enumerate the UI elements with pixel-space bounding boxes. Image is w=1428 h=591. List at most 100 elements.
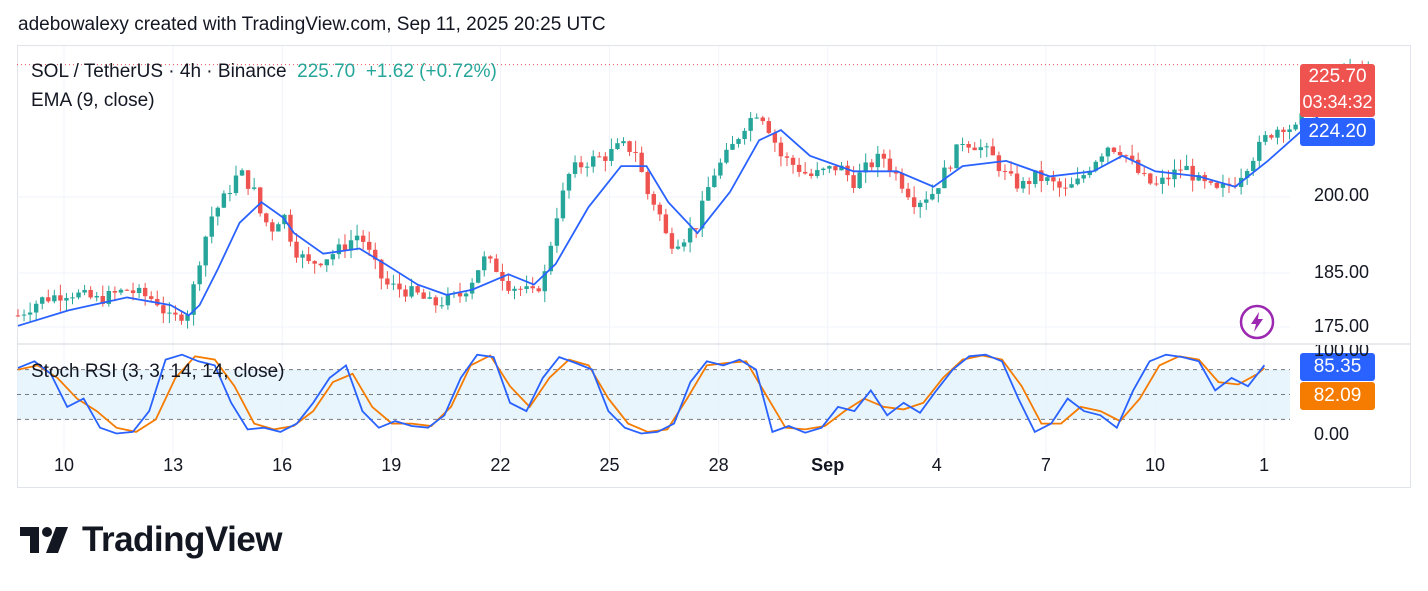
symbol-name: SOL / TetherUS · 4h · Binance (31, 61, 287, 82)
candle-body (954, 144, 959, 169)
candle-body (1293, 124, 1298, 130)
candle-body (681, 242, 687, 247)
candle-body (754, 117, 759, 119)
candle-body (1087, 170, 1092, 176)
candle-body (1105, 147, 1111, 157)
candle-body (802, 171, 808, 174)
candle-body (591, 156, 596, 167)
candle-body (409, 286, 414, 297)
candle-body (1117, 151, 1123, 156)
candle-body (239, 170, 245, 176)
candle-body (669, 233, 675, 249)
candle-body (536, 288, 541, 292)
ema-legend: EMA (9, close) (31, 90, 155, 111)
chart-frame (17, 45, 1411, 488)
candle-body (633, 151, 638, 153)
candle-body (106, 290, 112, 304)
candle-body (209, 216, 214, 237)
candle-body (58, 295, 63, 301)
lightning-icon[interactable] (1239, 304, 1275, 340)
candle-body (1142, 172, 1147, 174)
candle-body (1220, 183, 1226, 188)
candle-body (391, 283, 396, 285)
candle-body (403, 289, 408, 297)
candle-body (530, 286, 535, 289)
candle-body (542, 271, 547, 292)
candle-body (46, 297, 51, 302)
candle-body (1020, 181, 1026, 189)
candle-body (342, 244, 348, 251)
candle-body (748, 118, 753, 131)
y-tick-label: 185.00 (1314, 262, 1370, 282)
candle-body (560, 190, 566, 219)
candle-body (1178, 169, 1183, 171)
candle-body (609, 148, 614, 161)
last-price-tag: 225.70 03:34:32 (1300, 64, 1375, 117)
candle-body (1099, 156, 1105, 162)
candle-body (1154, 183, 1159, 185)
stoch-k-tag: 85.35 (1300, 353, 1375, 381)
candle-body (790, 157, 796, 165)
candle-body (639, 152, 644, 173)
candle-body (784, 156, 790, 158)
candle-body (1057, 181, 1062, 188)
candle-body (130, 290, 136, 294)
candle-body (1214, 182, 1220, 188)
candle-body (373, 249, 378, 260)
candle-body (615, 143, 620, 149)
candle-body (572, 162, 578, 174)
candle-body (1075, 178, 1080, 185)
candle-body (82, 289, 87, 293)
candle-body (27, 312, 33, 315)
candle-body (621, 141, 626, 144)
candle-body (1045, 177, 1050, 182)
candle-body (827, 166, 832, 169)
candle-body (1184, 165, 1189, 171)
candle-body (960, 144, 965, 146)
candle-body (603, 156, 608, 161)
candle-body (203, 236, 208, 266)
candle-body (294, 241, 299, 258)
candle-body (1275, 129, 1280, 138)
candle-body (548, 245, 554, 272)
candle-body (482, 256, 487, 271)
candle-body (875, 153, 881, 168)
x-tick-label: 13 (163, 455, 184, 475)
candle-body (33, 303, 39, 313)
candle-body (149, 296, 154, 299)
candle-body (578, 162, 584, 168)
candle-body (15, 315, 21, 317)
stoch-y-tick-label: 100.00 (1314, 340, 1370, 360)
x-tick-label: 28 (708, 455, 729, 475)
candle-body (760, 117, 765, 122)
candle-body (360, 235, 366, 242)
candle-body (1002, 171, 1008, 173)
candle-body (1081, 175, 1086, 179)
candle-body (397, 283, 402, 290)
candle-body (1033, 170, 1038, 185)
tradingview-logo-icon (20, 527, 68, 553)
candle-body (1051, 177, 1056, 182)
x-tick-label: 16 (272, 455, 293, 475)
candle-body (700, 200, 705, 229)
candle-body (354, 235, 360, 241)
candle-body (948, 167, 953, 169)
candle-body (1263, 135, 1268, 142)
candle-body (1026, 181, 1032, 185)
candle-body (21, 314, 27, 316)
candle-body (167, 312, 172, 314)
candle-body (179, 314, 184, 321)
candle-body (233, 175, 239, 194)
candle-body (1196, 175, 1201, 181)
tradingview-logo[interactable]: TradingView (20, 520, 283, 560)
stoch-legend: Stoch RSI (3, 3, 14, 14, close) (31, 361, 285, 382)
stoch-y-tick-label: 0.00 (1314, 424, 1350, 444)
candle-body (136, 287, 142, 294)
candle-body (427, 297, 432, 299)
countdown-timer: 03:34:32 (1302, 92, 1373, 112)
x-tick-label: Sep (811, 455, 845, 475)
stoch-k-line (17, 353, 1266, 435)
candle-body (475, 270, 481, 283)
candle-body (1287, 129, 1292, 132)
